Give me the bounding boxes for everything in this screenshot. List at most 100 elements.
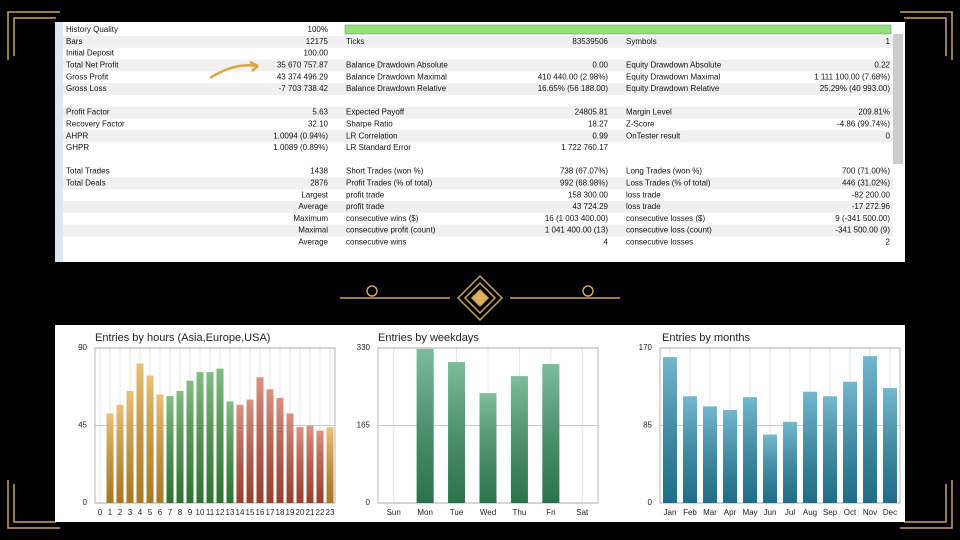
x-tick-label: 8 <box>178 508 183 517</box>
row-label: Profit Factor <box>66 108 110 117</box>
row-label: Equity Drawdown Maximal <box>626 72 720 81</box>
x-tick-label: Feb <box>683 508 697 517</box>
bar-shade <box>186 380 194 503</box>
row-value: 700 (71.00%) <box>842 167 890 176</box>
row-value: Largest <box>301 190 328 199</box>
row-value: 2 <box>886 238 891 247</box>
row-label: Total Trades <box>66 167 110 176</box>
x-tick-label: 4 <box>138 508 143 517</box>
row-label: Balance Drawdown Maximal <box>346 72 447 81</box>
bar-shade <box>683 396 697 503</box>
row-band <box>63 201 893 213</box>
x-tick-label: 12 <box>216 508 225 517</box>
row-label: Gross Profit <box>66 72 109 81</box>
x-tick-label: Aug <box>803 508 817 517</box>
bar-shade <box>663 357 677 503</box>
row-label: consecutive losses ($) <box>626 214 705 223</box>
x-tick-label: 10 <box>196 508 205 517</box>
row-band <box>63 59 893 72</box>
row-label: Margin Level <box>626 108 672 117</box>
row-band <box>63 224 893 237</box>
row-value: 0.00 <box>592 61 608 70</box>
x-tick-label: Sep <box>823 508 838 517</box>
row-value: 35 670 757.87 <box>277 61 329 70</box>
quality-bar <box>344 24 892 35</box>
row-label: OnTester result <box>626 131 681 140</box>
row-value: 0.22 <box>874 61 890 70</box>
row-value: 83539506 <box>572 37 608 46</box>
row-label: Initial Deposit <box>66 49 115 58</box>
row-value: 16 (1 003 400.00) <box>545 214 608 223</box>
row-value: 12175 <box>306 37 329 46</box>
x-tick-label: 16 <box>256 508 265 517</box>
x-tick-label: 14 <box>236 508 245 517</box>
row-label: Long Trades (won %) <box>626 167 702 176</box>
bar-shade <box>883 388 897 503</box>
row-value: 738 (67.07%) <box>560 167 608 176</box>
row-value: 24805.81 <box>575 108 609 117</box>
row-value: 1.0094 (0.94%) <box>273 131 328 140</box>
row-label: Profit Trades (% of total) <box>346 179 433 188</box>
x-tick-label: 13 <box>226 508 235 517</box>
row-label: Loss Trades (% of total) <box>626 179 711 188</box>
bar-shade <box>479 393 497 503</box>
row-label: Balance Drawdown Relative <box>346 84 447 93</box>
row-value: 446 (31.02%) <box>842 179 890 188</box>
row-label: consecutive wins ($) <box>346 214 419 223</box>
row-label: Total Deals <box>66 179 106 188</box>
bar-shade <box>256 377 264 503</box>
bar-shade <box>206 372 214 503</box>
row-label: History Quality <box>66 25 118 34</box>
y-tick-label: 0 <box>648 498 653 507</box>
row-band <box>63 35 893 48</box>
row-value: 0.99 <box>592 131 608 140</box>
row-value: -82 200.00 <box>852 190 891 199</box>
row-label: loss trade <box>626 190 661 199</box>
row-value: 18.27 <box>588 120 609 129</box>
row-label: profit trade <box>346 190 385 199</box>
row-value: 1.0089 (0.89%) <box>273 143 328 152</box>
row-value: 5.63 <box>312 108 328 117</box>
x-tick-label: Thu <box>513 508 527 517</box>
x-tick-label: 3 <box>128 508 133 517</box>
row-value: 25.29% (40 993.00) <box>820 84 891 93</box>
bar-shade <box>296 427 304 503</box>
scrollbar[interactable] <box>893 34 903 164</box>
row-value: 1 111 100.00 (7.68%) <box>814 72 890 81</box>
bar-shade <box>236 404 244 503</box>
bar-shade <box>743 397 757 503</box>
bar-shade <box>116 404 124 503</box>
row-label: Short Trades (won %) <box>346 167 424 176</box>
row-value: 0 <box>886 131 891 140</box>
row-value: 1 722 760.17 <box>561 143 608 152</box>
x-tick-label: Mar <box>703 508 717 517</box>
x-tick-label: 15 <box>246 508 255 517</box>
bar-shade <box>306 425 314 503</box>
row-band <box>63 106 893 119</box>
row-label: Equity Drawdown Relative <box>626 84 720 93</box>
x-tick-label: Wed <box>480 508 496 517</box>
row-label: GHPR <box>66 143 89 152</box>
chart-title: Entries by weekdays <box>378 332 479 344</box>
bar-shade <box>783 421 797 503</box>
bar-shade <box>723 410 737 503</box>
bar-shade <box>703 406 717 503</box>
bar-shade <box>286 413 294 503</box>
bar-shade <box>316 430 324 503</box>
row-value: 100% <box>308 25 328 34</box>
row-value: 1 <box>886 37 891 46</box>
x-tick-label: Jan <box>664 508 677 517</box>
row-band <box>63 130 893 143</box>
x-tick-label: Sun <box>387 508 401 517</box>
arrow-icon <box>209 60 259 80</box>
x-tick-label: 7 <box>168 508 173 517</box>
row-label: Balance Drawdown Absolute <box>346 61 448 70</box>
x-tick-label: Oct <box>844 508 857 517</box>
row-value: 43 724.29 <box>572 202 608 211</box>
report-gutter <box>55 22 63 262</box>
bar-shade <box>416 348 434 503</box>
x-tick-label: Dec <box>883 508 897 517</box>
x-tick-label: 23 <box>326 508 335 517</box>
row-band <box>63 83 893 95</box>
x-tick-label: 6 <box>158 508 163 517</box>
